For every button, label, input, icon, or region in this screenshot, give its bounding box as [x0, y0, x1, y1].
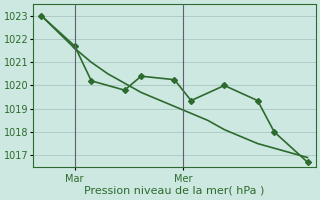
X-axis label: Pression niveau de la mer( hPa ): Pression niveau de la mer( hPa )	[84, 186, 265, 196]
